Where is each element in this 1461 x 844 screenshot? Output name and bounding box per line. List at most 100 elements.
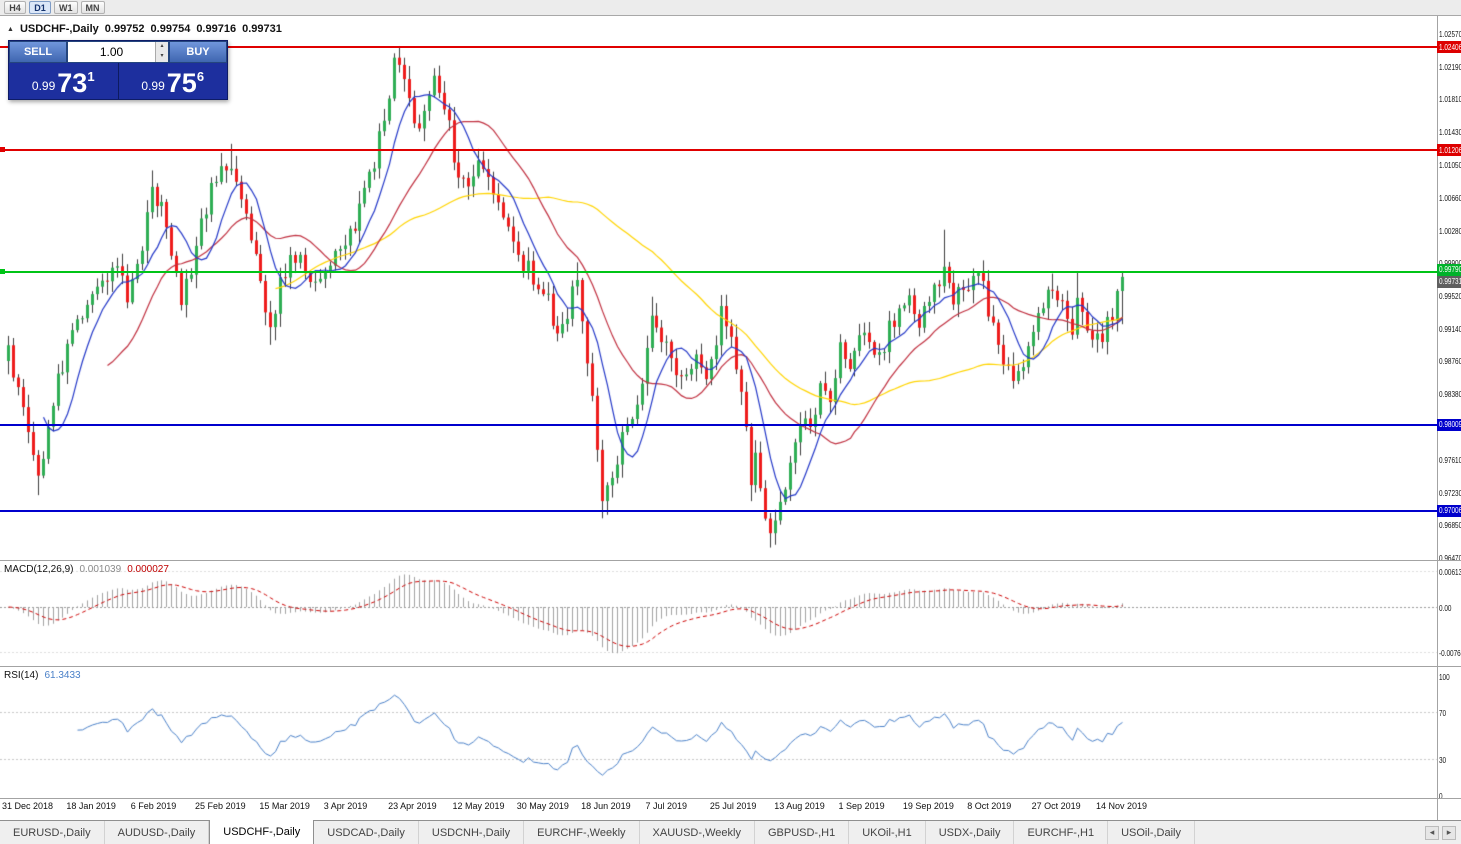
macd-label: MACD(12,26,9) 0.001039 0.000027 [4,564,169,575]
tab-usdchf-daily[interactable]: USDCHF-,Daily [209,820,315,844]
timeframe-button-h4[interactable]: H4 [4,1,26,14]
price-tick: 1.01050 [1439,160,1461,170]
rsi-label: RSI(14) 61.3433 [4,670,81,681]
buy-price[interactable]: 0.99 75 6 [119,63,228,99]
rsi-axis-tick: 0 [1439,792,1443,801]
date-tick: 30 May 2019 [516,801,569,811]
date-tick: 7 Jul 2019 [645,801,688,811]
date-tick: 1 Sep 2019 [838,801,885,811]
macd-name: MACD(12,26,9) [4,564,74,575]
date-tick: 31 Dec 2018 [2,801,54,811]
price-tick: 0.96850 [1439,521,1461,531]
level-line-0.9979[interactable] [0,271,1437,273]
price-tick: 1.01810 [1439,95,1461,105]
sell-button[interactable]: SELL [9,41,67,63]
ohlc-close: 0.99731 [242,23,282,35]
date-tick: 25 Jul 2019 [709,801,757,811]
one-click-trading-panel: SELL 1.00 ▴ ▾ BUY 0.99 73 1 0.99 75 6 [8,40,228,100]
price-tick: 0.98760 [1439,357,1461,367]
volume-down-icon[interactable]: ▾ [156,52,168,62]
price-tick: 0.99140 [1439,324,1461,334]
price-badge-1.01206: 1.01206 [1437,144,1461,157]
rsi-axis-tick: 100 [1439,673,1450,682]
price-tick: 1.01430 [1439,127,1461,137]
rsi-value: 61.3433 [44,670,81,681]
tab-audusd-daily[interactable]: AUDUSD-,Daily [105,821,210,844]
tab-xauusd-weekly[interactable]: XAUUSD-,Weekly [640,821,755,844]
price-badge-0.97006: 0.97006 [1437,504,1461,517]
timeframe-button-d1[interactable]: D1 [29,1,51,14]
tab-list: EURUSD-,Daily AUDUSD-,Daily USDCHF-,Daily U… [0,820,1195,844]
tab-scroll-buttons: ◂ ▸ [1425,821,1461,844]
price-axis-separator [1437,16,1438,820]
date-tick: 18 Jan 2019 [66,801,116,811]
price-tick: 0.98380 [1439,389,1461,399]
buy-price-sup: 6 [196,69,205,84]
volume-input[interactable]: 1.00 [99,45,124,59]
level-line-0.98009[interactable] [0,424,1437,426]
tab-gbpusd-h1[interactable]: GBPUSD-,H1 [755,821,850,844]
sell-price-sup: 1 [87,69,95,84]
level-handle[interactable] [0,147,5,152]
macd-value-main: 0.001039 [79,564,122,575]
tab-eurusd-daily[interactable]: EURUSD-,Daily [0,821,105,844]
timeframe-button-mn[interactable]: MN [80,1,105,14]
rsi-axis-tick: 30 [1439,756,1447,766]
date-tick: 27 Oct 2019 [1031,801,1081,811]
tab-ukoil-h1[interactable]: UKOil-,H1 [849,821,926,844]
price-badge-0.98009: 0.98009 [1437,418,1461,431]
ohlc-open: 0.99752 [104,23,145,35]
volume-control: 1.00 ▴ ▾ [67,41,169,63]
price-tick: 0.96470 [1439,554,1461,563]
chart-header: ▲ USDCHF-,Daily 0.99752 0.99754 0.99716 … [7,23,282,35]
timeframe-button-w1[interactable]: W1 [54,1,78,14]
tab-usdx-daily[interactable]: USDX-,Daily [926,821,1015,844]
level-handle[interactable] [0,269,5,274]
rsi-axis-tick: 70 [1439,708,1447,718]
level-line-1.01206[interactable] [0,149,1437,151]
price-tick: 1.02190 [1439,62,1461,72]
date-tick: 6 Feb 2019 [130,801,177,811]
timeframe-toolbar: H4 D1 W1 MN [0,0,1461,16]
panel-separator-macd[interactable] [0,560,1461,561]
price-tick: 1.00660 [1439,194,1461,204]
tab-eurchf-h1[interactable]: EURCHF-,H1 [1014,821,1109,844]
level-line-0.97006[interactable] [0,510,1437,512]
chart-tab-bar: EURUSD-,Daily AUDUSD-,Daily USDCHF-,Daily U… [0,820,1461,844]
price-tick: 0.97610 [1439,456,1461,466]
rsi-name: RSI(14) [4,670,39,681]
sell-price[interactable]: 0.99 73 1 [9,63,119,99]
tab-scroll-right-icon[interactable]: ▸ [1442,825,1456,840]
panel-separator-rsi[interactable] [0,666,1461,667]
date-tick: 8 Oct 2019 [967,801,1012,811]
volume-up-icon[interactable]: ▴ [156,42,168,52]
tab-usoil-daily[interactable]: USOil-,Daily [1108,821,1195,844]
price-badge-0.99731: 0.99731 [1437,275,1461,288]
price-tick: 1.02570 [1439,30,1461,39]
one-click-collapse-icon[interactable]: ▲ [7,25,14,33]
tab-eurchf-weekly[interactable]: EURCHF-,Weekly [524,821,640,844]
date-tick: 18 Jun 2019 [581,801,631,811]
date-tick: 12 May 2019 [452,801,505,811]
panel-separator-dates [0,798,1461,799]
tab-usdcnh-daily[interactable]: USDCNH-,Daily [419,821,525,844]
buy-button[interactable]: BUY [169,41,227,63]
ohlc-high: 0.99754 [150,23,191,35]
date-tick: 23 Apr 2019 [388,801,437,811]
sell-price-prefix: 0.99 [31,79,56,93]
chart-title-symbol: USDCHF-,Daily [19,23,99,35]
level-line-1.02406[interactable] [0,46,1437,48]
date-tick: 3 Apr 2019 [323,801,368,811]
date-tick: 25 Feb 2019 [195,801,246,811]
buy-price-prefix: 0.99 [141,79,165,93]
tab-scroll-left-icon[interactable]: ◂ [1425,825,1439,840]
price-tick: 0.97230 [1439,488,1461,498]
price-tick: 1.00280 [1439,226,1461,236]
price-badge-1.02406: 1.02406 [1437,41,1461,54]
tab-usdcad-daily[interactable]: USDCAD-,Daily [314,821,419,844]
macd-axis-tick: 0.00 [1439,604,1452,613]
date-tick: 14 Nov 2019 [1095,801,1147,811]
date-tick: 13 Aug 2019 [774,801,825,811]
